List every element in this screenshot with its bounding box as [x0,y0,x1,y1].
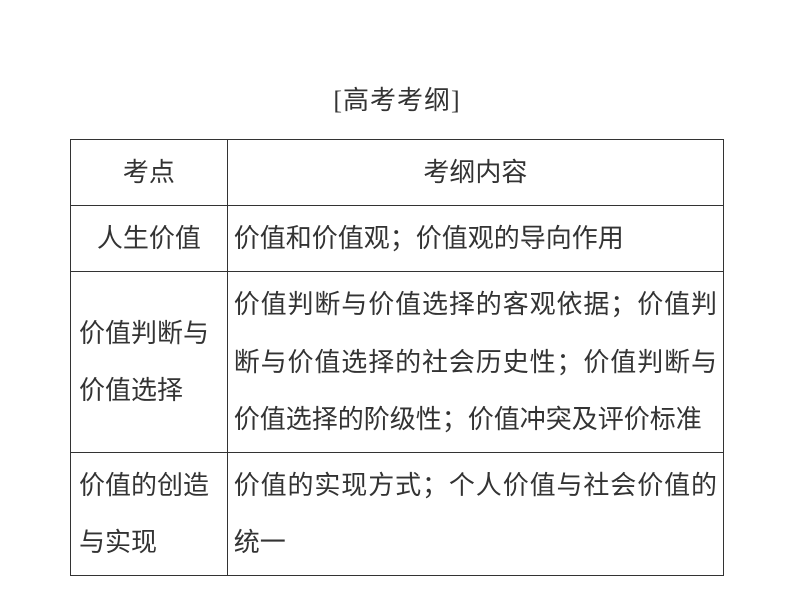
row-topic: 价值的创造与实现 [71,452,228,575]
table-header-row: 考点 考纲内容 [71,140,724,206]
document-page: [高考考纲] 考点 考纲内容 人生价值 价值和价值观；价值观的导向作用 价值判断… [0,0,794,603]
row-content: 价值和价值观；价值观的导向作用 [227,206,723,272]
row-topic: 价值判断与价值选择 [71,272,228,453]
row-topic: 人生价值 [71,206,228,272]
table-row: 价值判断与价值选择 价值判断与价值选择的客观依据；价值判断与价值选择的社会历史性… [71,272,724,453]
header-topic: 考点 [71,140,228,206]
header-content: 考纲内容 [227,140,723,206]
row-content: 价值的实现方式；个人价值与社会价值的统一 [227,452,723,575]
row-content: 价值判断与价值选择的客观依据；价值判断与价值选择的社会历史性；价值判断与价值选择… [227,272,723,453]
table-row: 价值的创造与实现 价值的实现方式；个人价值与社会价值的统一 [71,452,724,575]
table-row: 人生价值 价值和价值观；价值观的导向作用 [71,206,724,272]
syllabus-table: 考点 考纲内容 人生价值 价值和价值观；价值观的导向作用 价值判断与价值选择 价… [70,139,724,576]
page-title: [高考考纲] [70,80,724,117]
